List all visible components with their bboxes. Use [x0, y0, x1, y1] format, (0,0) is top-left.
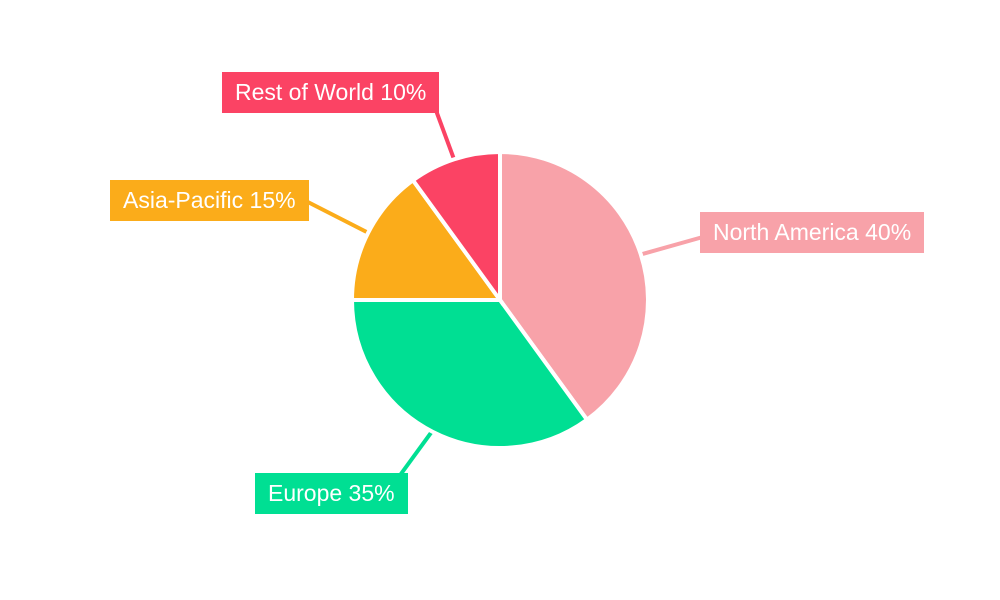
- leader-lines: [299, 104, 711, 480]
- leader-line-europe: [396, 425, 438, 480]
- leader-line-north-america: [634, 233, 711, 259]
- pie-label-europe: Europe 35%: [255, 473, 408, 514]
- pie-slice-rest-of-world: [410, 149, 502, 307]
- pie-label-north-america: North America 40%: [700, 212, 925, 253]
- pie-slice-north-america: [498, 149, 650, 423]
- pie-slice-europe: [349, 298, 590, 450]
- pie-slice-asia-pacific: [349, 177, 504, 302]
- leader-line-asia-pacific: [299, 196, 375, 238]
- pie-slices: [349, 149, 650, 450]
- leader-line-rest-of-world: [432, 104, 458, 166]
- pie-label-rest-of-world: Rest of World 10%: [222, 72, 440, 113]
- pie-label-asia-pacific: Asia-Pacific 15%: [110, 180, 309, 221]
